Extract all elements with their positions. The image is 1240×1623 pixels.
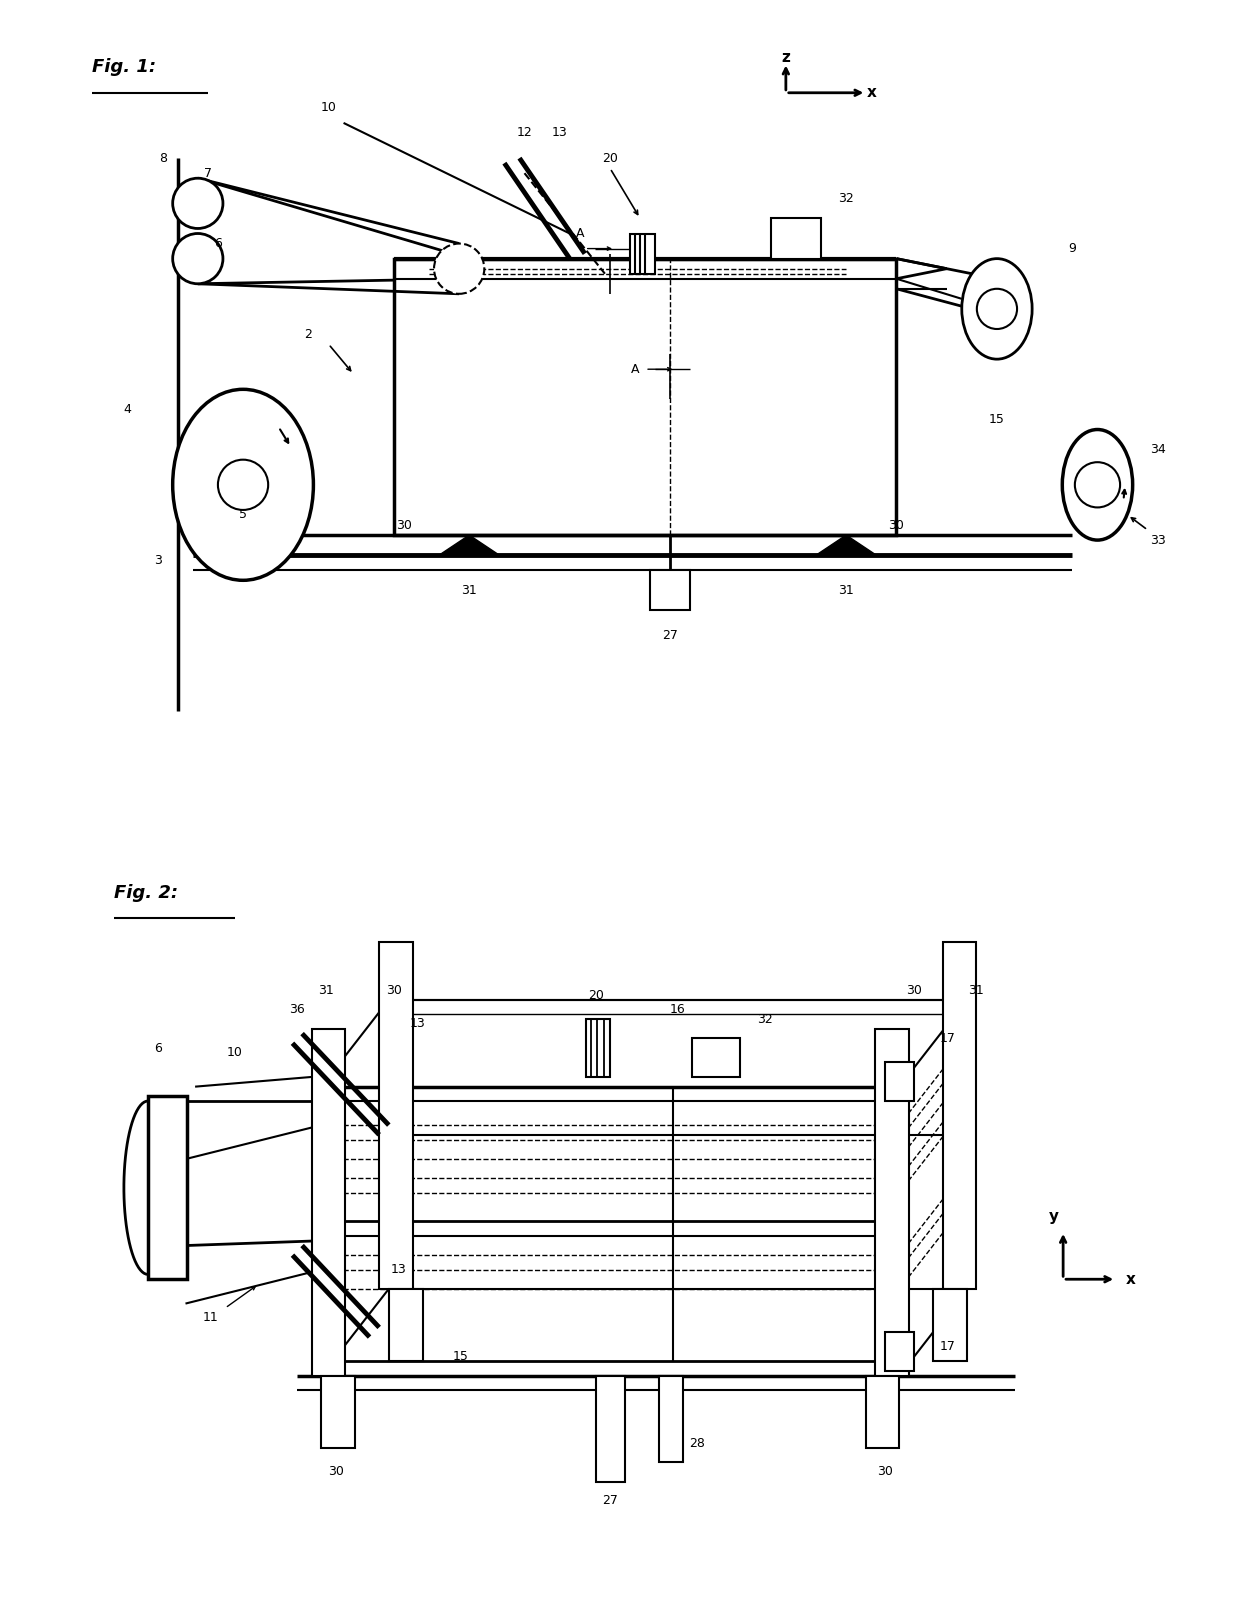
Text: 8: 8 xyxy=(159,151,166,164)
Bar xyxy=(394,258,897,536)
Circle shape xyxy=(434,243,485,294)
Text: 13: 13 xyxy=(410,1018,425,1031)
Bar xyxy=(587,1019,610,1078)
Bar xyxy=(942,941,976,1289)
Text: 13: 13 xyxy=(552,127,568,140)
Text: 31: 31 xyxy=(968,984,985,997)
Text: 2: 2 xyxy=(305,328,312,341)
Text: Fig. 2:: Fig. 2: xyxy=(114,885,179,902)
Text: 17: 17 xyxy=(940,1032,956,1045)
Text: 10: 10 xyxy=(227,1047,243,1060)
Polygon shape xyxy=(816,536,877,555)
Text: 3: 3 xyxy=(154,553,161,566)
Bar xyxy=(311,1029,346,1376)
Text: 15: 15 xyxy=(990,412,1004,425)
Text: 6: 6 xyxy=(215,237,222,250)
Text: 20: 20 xyxy=(588,988,604,1001)
Text: 31: 31 xyxy=(461,584,477,597)
Text: 9: 9 xyxy=(1069,242,1076,255)
Circle shape xyxy=(172,234,223,284)
Bar xyxy=(379,941,413,1289)
Text: 36: 36 xyxy=(289,1003,305,1016)
Ellipse shape xyxy=(172,390,314,581)
Bar xyxy=(596,1376,625,1482)
Text: Fig. 1:: Fig. 1: xyxy=(92,57,156,76)
Text: 6: 6 xyxy=(154,1042,161,1055)
Bar xyxy=(875,1029,909,1376)
Text: 32: 32 xyxy=(756,1013,773,1026)
Bar xyxy=(650,570,691,610)
Bar xyxy=(630,234,655,274)
Bar xyxy=(885,1332,914,1371)
Text: x: x xyxy=(1126,1272,1136,1287)
Text: 16: 16 xyxy=(670,1003,686,1016)
Bar xyxy=(866,1376,899,1448)
Text: A: A xyxy=(575,227,584,240)
Text: 20: 20 xyxy=(601,151,618,164)
Text: z: z xyxy=(781,50,790,65)
Text: 15: 15 xyxy=(453,1350,469,1363)
Text: 7: 7 xyxy=(203,167,212,180)
Circle shape xyxy=(218,459,268,510)
Circle shape xyxy=(1075,463,1120,508)
Bar xyxy=(932,1289,967,1362)
Bar xyxy=(321,1086,899,1376)
Text: 27: 27 xyxy=(603,1495,619,1508)
Text: 31: 31 xyxy=(319,984,334,997)
Ellipse shape xyxy=(962,258,1032,359)
Text: 17: 17 xyxy=(940,1341,956,1354)
Text: 27: 27 xyxy=(662,630,678,643)
Text: 13: 13 xyxy=(391,1263,407,1276)
Text: y: y xyxy=(1049,1209,1059,1224)
Circle shape xyxy=(977,289,1017,329)
Polygon shape xyxy=(439,536,500,555)
Text: 11: 11 xyxy=(202,1311,218,1324)
Bar xyxy=(692,1039,740,1078)
Text: 30: 30 xyxy=(877,1466,893,1479)
Bar xyxy=(771,219,821,258)
Text: 28: 28 xyxy=(689,1436,706,1449)
Bar xyxy=(148,1096,186,1279)
Text: 12: 12 xyxy=(517,127,532,140)
Text: 30: 30 xyxy=(906,984,921,997)
Text: 4: 4 xyxy=(124,403,131,415)
Text: 30: 30 xyxy=(889,518,904,531)
Text: 30: 30 xyxy=(386,984,402,997)
Text: 33: 33 xyxy=(1149,534,1166,547)
Text: 34: 34 xyxy=(1149,443,1166,456)
Bar xyxy=(321,1376,355,1448)
Text: 30: 30 xyxy=(396,518,412,531)
Text: x: x xyxy=(867,86,877,101)
Text: A: A xyxy=(631,362,640,375)
Ellipse shape xyxy=(1063,430,1132,540)
Text: 5: 5 xyxy=(239,508,247,521)
Bar xyxy=(658,1376,682,1462)
Bar xyxy=(885,1063,914,1100)
Text: 31: 31 xyxy=(838,584,854,597)
Text: 10: 10 xyxy=(321,101,336,114)
Text: 32: 32 xyxy=(838,192,854,204)
Bar xyxy=(389,1289,423,1362)
Text: 30: 30 xyxy=(327,1466,343,1479)
Circle shape xyxy=(172,179,223,229)
